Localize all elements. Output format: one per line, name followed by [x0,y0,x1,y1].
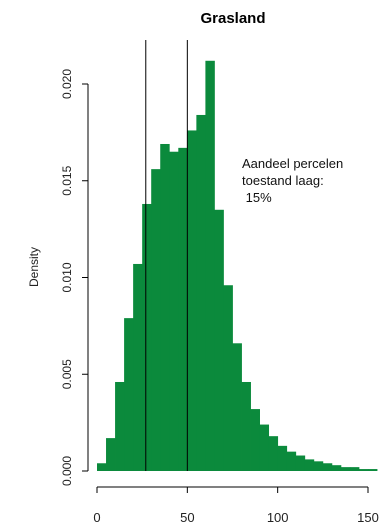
histogram-bar [142,203,152,471]
histogram-bar [133,263,143,471]
y-tick-label: 0.020 [60,69,74,99]
histogram-bar [322,463,333,471]
y-tick-label: 0.005 [60,359,74,389]
histogram-bar [106,438,116,471]
histogram-bar [340,467,351,471]
y-tick-label: 0.000 [60,456,74,486]
x-tick-label: 50 [180,510,194,525]
histogram-bar [124,318,134,471]
vertical-lines-layer [145,40,188,471]
x-tick-label: 0 [93,510,100,525]
histogram-bar [250,409,260,471]
histogram-bar [349,467,360,471]
histogram-bar [178,147,188,472]
histogram-bar [214,209,224,471]
annotation-line: toestand laag: [242,173,324,188]
x-axis: 0 50 100 150 [93,486,379,525]
y-tick-label: 0.015 [60,165,74,195]
x-tick-label: 150 [357,510,379,525]
histogram-bar [304,459,315,471]
histogram-bar [268,436,279,471]
histogram-bar [277,445,288,471]
histogram-bar [241,381,251,471]
histogram-bar [97,463,107,471]
histogram-bar [313,461,324,471]
histogram-bar [196,114,206,472]
histogram-bar [358,469,369,471]
annotation-line: Aandeel percelen [242,156,343,171]
x-tick-label: 100 [267,510,289,525]
histogram-bar [295,455,306,471]
histogram-bar [151,169,161,471]
histogram-bar [160,143,170,472]
y-axis: 0.000 0.005 0.010 0.015 0.020 [60,69,89,486]
histogram-bar [205,60,215,471]
histogram-bar [286,451,297,471]
histogram-bar [232,343,242,471]
annotation-text: Aandeel percelen toestand laag: 15% [242,156,343,205]
histogram-bar [169,151,179,471]
histogram-bar [115,381,125,471]
annotation-line: 15% [242,190,272,205]
y-axis-label: Density [27,247,41,287]
histogram-bar [331,465,342,471]
y-tick-label: 0.010 [60,262,74,292]
histogram-bar [368,469,378,471]
histogram-bar [187,130,197,471]
histogram-bar [223,285,233,471]
bars-layer [97,60,378,472]
histogram-bar [259,424,270,471]
chart-title: Grasland [200,10,265,27]
